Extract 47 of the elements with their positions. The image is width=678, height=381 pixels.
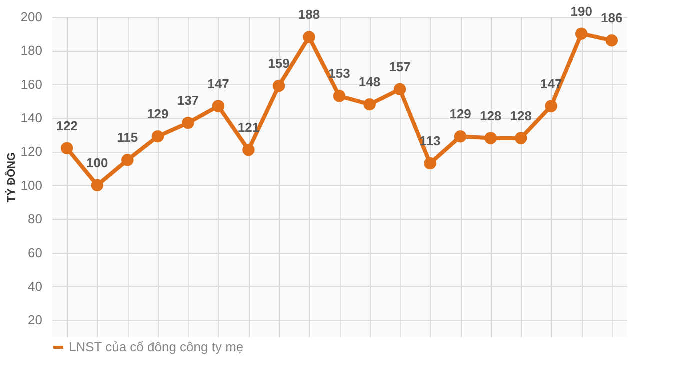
point — [212, 100, 225, 112]
point — [364, 98, 376, 111]
y-tick-label: 160 — [20, 76, 42, 92]
point — [122, 154, 134, 166]
data-label: 157 — [389, 59, 411, 74]
data-label: 188 — [298, 7, 320, 22]
data-label: 147 — [208, 76, 230, 92]
data-label: 115 — [117, 130, 138, 146]
y-tick-label: 40 — [28, 278, 42, 294]
data-label: 137 — [177, 93, 200, 108]
point — [272, 80, 286, 92]
y-tick-label: 140 — [20, 110, 42, 126]
point — [61, 142, 74, 154]
legend-label: LNST của cổ đông công ty mẹ — [69, 340, 244, 354]
point — [484, 132, 497, 144]
data-label: 153 — [328, 66, 350, 82]
y-tick-label: 60 — [28, 245, 42, 260]
data-label: 148 — [358, 74, 381, 90]
point — [303, 31, 316, 44]
point — [333, 90, 346, 102]
y-tick-label: 100 — [20, 178, 42, 193]
data-label: 186 — [601, 10, 623, 26]
data-label: 128 — [480, 108, 502, 124]
data-label: 100 — [86, 155, 108, 170]
y-tick-label: 20 — [28, 312, 42, 328]
point — [545, 100, 558, 112]
point — [575, 28, 588, 40]
data-label: 129 — [450, 106, 472, 122]
y-tick-label: 180 — [20, 43, 42, 58]
y-tick-label: 200 — [20, 10, 42, 24]
data-label: 190 — [570, 4, 592, 19]
point — [91, 179, 104, 192]
point — [454, 130, 467, 143]
data-label: 159 — [268, 56, 290, 72]
y-tick-label: 80 — [28, 212, 42, 227]
y-tick-label: 120 — [20, 144, 42, 160]
point — [242, 144, 255, 156]
data-label: 122 — [56, 118, 78, 134]
point — [606, 34, 618, 47]
data-label: 129 — [147, 106, 169, 122]
point — [514, 132, 528, 144]
point — [182, 116, 194, 130]
point — [394, 83, 406, 96]
point — [152, 130, 164, 143]
data-label: 128 — [510, 108, 532, 124]
point — [424, 157, 436, 170]
y-axis-title: TỶ ĐỒNG — [4, 152, 18, 203]
